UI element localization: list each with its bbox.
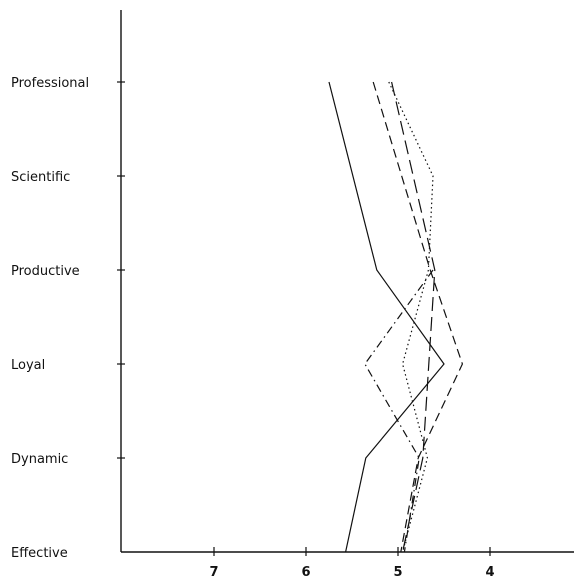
x-tick-label: 7: [209, 565, 218, 580]
chart-series: [328, 81, 464, 553]
chart-labels: Professional Scientific Productive Loyal Dyn…: [11, 76, 495, 580]
x-tick-label: 6: [301, 565, 310, 580]
series-line-dashed: [372, 81, 464, 553]
y-tick-label: Scientific: [11, 170, 70, 185]
y-tick-label: Productive: [11, 264, 80, 279]
x-tick-label: 4: [485, 565, 494, 580]
series-line-solid: [328, 81, 445, 553]
y-tick-label: Professional: [11, 76, 89, 91]
series-line-long-dashed: [391, 81, 436, 553]
y-tick-label: Loyal: [11, 358, 45, 373]
x-tick-label: 5: [393, 565, 402, 580]
y-tick-label: Effective: [11, 546, 68, 561]
chart-axes: [117, 10, 574, 556]
series-line-dotted: [388, 81, 434, 553]
series-line-dash-dot: [364, 269, 434, 553]
y-tick-label: Dynamic: [11, 452, 68, 467]
